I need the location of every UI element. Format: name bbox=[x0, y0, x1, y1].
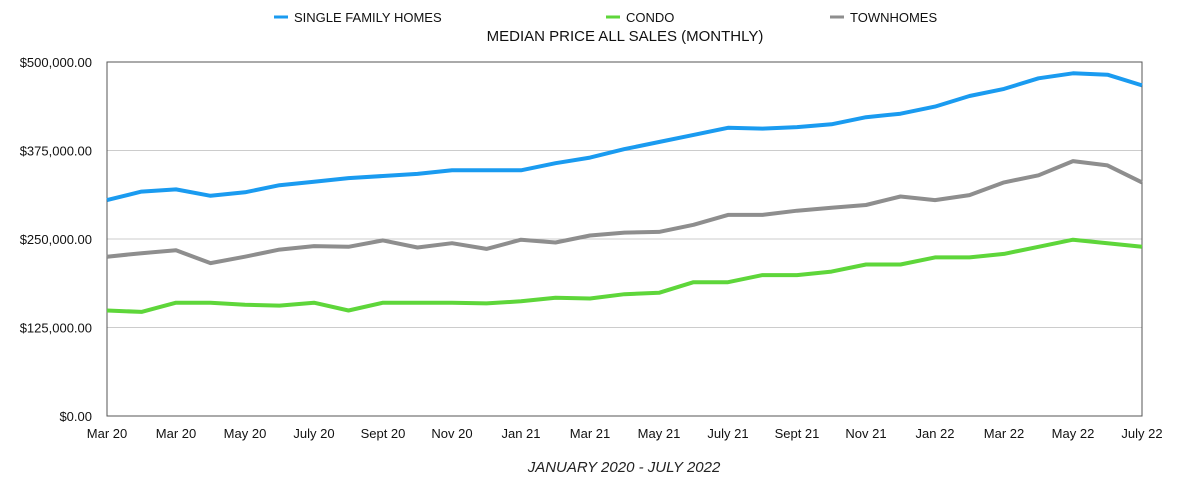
x-tick-label: Mar 22 bbox=[984, 426, 1024, 441]
y-tick-label: $250,000.00 bbox=[20, 232, 92, 247]
plot-frame bbox=[106, 61, 1143, 417]
x-tick-label: May 22 bbox=[1052, 426, 1095, 441]
x-tick-label: July 21 bbox=[707, 426, 748, 441]
x-tick-label: Nov 21 bbox=[845, 426, 886, 441]
x-tick-label: Jan 22 bbox=[915, 426, 954, 441]
chart-title: MEDIAN PRICE ALL SALES (MONTHLY) bbox=[487, 28, 764, 45]
x-tick-label: Sept 20 bbox=[361, 426, 406, 441]
y-axis: $0.00 $125,000.00 $250,000.00 $375,000.00 $5… bbox=[20, 55, 92, 424]
legend: SINGLE FAMILY HOMES CONDO TOWNHOMES bbox=[274, 10, 937, 25]
x-tick-label: Mar 20 bbox=[156, 426, 196, 441]
legend-item-townhomes: TOWNHOMES bbox=[830, 10, 937, 25]
x-tick-label: July 20 bbox=[293, 426, 334, 441]
series-line-condo bbox=[106, 237, 1143, 314]
series-line-single-family-homes bbox=[106, 71, 1143, 203]
legend-label: SINGLE FAMILY HOMES bbox=[294, 10, 442, 25]
x-tick-label: Sept 21 bbox=[775, 426, 820, 441]
x-tick-label: Jan 21 bbox=[501, 426, 540, 441]
legend-item-single-family-homes: SINGLE FAMILY HOMES bbox=[274, 10, 442, 25]
legend-label: TOWNHOMES bbox=[850, 10, 937, 25]
x-tick-label: May 20 bbox=[224, 426, 267, 441]
chart-subtitle: JANUARY 2020 - JULY 2022 bbox=[527, 459, 721, 476]
x-tick-label: Mar 21 bbox=[570, 426, 610, 441]
y-tick-label: $125,000.00 bbox=[20, 321, 92, 336]
y-tick-label: $500,000.00 bbox=[20, 55, 92, 70]
x-tick-label: Nov 20 bbox=[431, 426, 472, 441]
x-tick-label: May 21 bbox=[638, 426, 681, 441]
series-line-townhomes bbox=[106, 159, 1143, 266]
y-tick-label: $0.00 bbox=[59, 409, 92, 424]
y-tick-label: $375,000.00 bbox=[20, 144, 92, 159]
x-tick-label: July 22 bbox=[1121, 426, 1162, 441]
x-axis: Mar 20 Mar 20 May 20 July 20 Sept 20 Nov 20 Ja… bbox=[87, 426, 1163, 441]
legend-item-condo: CONDO bbox=[606, 10, 674, 25]
grid bbox=[107, 150, 1142, 328]
series-lines bbox=[106, 71, 1143, 314]
x-tick-label: Mar 20 bbox=[87, 426, 127, 441]
legend-label: CONDO bbox=[626, 10, 674, 25]
